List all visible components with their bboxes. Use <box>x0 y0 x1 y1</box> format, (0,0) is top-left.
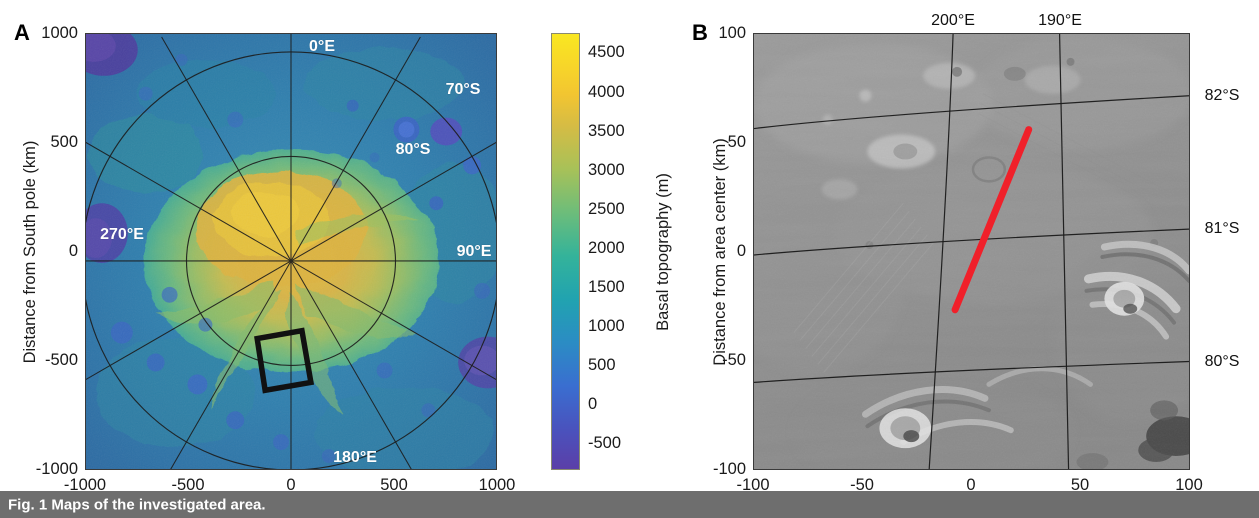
panel-b-latitude-graticule <box>754 95 1189 383</box>
colorbar-tick-2: 3500 <box>588 121 625 140</box>
panel-a-label-lat-80: 80°S <box>395 141 431 158</box>
panel-a-xtick-1: -500 <box>171 476 205 494</box>
panel-b-label-lat-81: 81°S <box>1204 220 1240 237</box>
colorbar-gradient <box>551 33 580 470</box>
panel-a-latitude-graticule <box>86 51 496 469</box>
panel-b-xtick-4: 100 <box>1175 476 1203 494</box>
panel-b-xtick-1: -50 <box>850 476 874 494</box>
panel-b-label-lon-190: 190°E <box>1038 12 1082 29</box>
panel-a-label-lon-270: 270°E <box>100 226 144 243</box>
panel-b-label-lat-82: 82°S <box>1204 87 1240 104</box>
panel-a-label-lon-0: 0°E <box>309 38 335 55</box>
panel-b-label-lat-80: 80°S <box>1204 353 1240 370</box>
panel-a-label-lon-180: 180°E <box>333 449 377 466</box>
panel-a-label-lon-90: 90°E <box>456 243 492 260</box>
panel-a-basal-topography-map <box>86 34 496 469</box>
colorbar-tick-5: 2000 <box>588 238 625 257</box>
panel-a-plot-area <box>85 33 497 470</box>
colorbar-tick-10: -500 <box>588 433 622 452</box>
figure-caption-text: Fig. 1 Maps of the investigated area. <box>8 496 266 513</box>
panel-b-xtick-3: 50 <box>1070 476 1090 494</box>
panel-b-plot-area <box>753 33 1190 470</box>
panel-a-ytick-2: 0 <box>68 241 78 260</box>
panel-b-ytick-4: -100 <box>712 459 746 478</box>
panel-a-ytick-3: -500 <box>44 350 78 369</box>
colorbar-tick-6: 1500 <box>588 277 625 296</box>
panel-a-xtick-4: 1000 <box>478 476 516 494</box>
colorbar-tick-7: 1000 <box>588 316 625 335</box>
panel-a-letter: A <box>14 20 30 45</box>
panel-b-xtick-0: -100 <box>736 476 770 494</box>
colorbar-tick-4: 2500 <box>588 199 625 218</box>
colorbar-tick-9: 0 <box>588 394 598 413</box>
colorbar-title: Basal topography (m) <box>654 173 672 331</box>
panel-b-ground-track <box>951 126 1033 314</box>
panel-a-y-axis-title: Distance from South pole (km) <box>21 140 39 364</box>
panel-b-label-lon-200: 200°E <box>931 12 975 29</box>
panel-a-label-lat-70: 70°S <box>445 81 481 98</box>
panel-a-longitude-graticule <box>86 34 496 469</box>
panel-a-ytick-4: -1000 <box>35 459 78 478</box>
panel-a-xtick-2: 0 <box>286 476 296 494</box>
colorbar-tick-3: 3000 <box>588 160 625 179</box>
panel-b-ytick-3: -50 <box>722 350 746 369</box>
panel-b-y-axis-title: Distance from area center (km) <box>711 138 729 366</box>
panel-b-radar-image-mosaic <box>754 34 1189 469</box>
panel-b-longitude-graticule <box>928 34 1070 469</box>
panel-a-xtick-3: 500 <box>380 476 408 494</box>
panel-b-letter: B <box>692 20 708 45</box>
panel-a-ytick-0: 1000 <box>41 23 78 42</box>
colorbar-tick-1: 4000 <box>588 82 625 101</box>
colorbar-tick-8: 500 <box>588 355 616 374</box>
panel-a-ytick-1: 500 <box>50 132 78 151</box>
panel-a-study-area-box <box>254 327 315 394</box>
panel-b-ytick-0: 100 <box>718 23 746 42</box>
panel-b-ytick-2: 0 <box>736 241 746 260</box>
panel-a-xtick-0: -1000 <box>63 476 107 494</box>
figure-caption-bar: Fig. 1 Maps of the investigated area. <box>0 491 1259 518</box>
panel-b-ytick-1: 50 <box>727 132 746 151</box>
panel-b-xtick-2: 0 <box>966 476 976 494</box>
colorbar-tick-0: 4500 <box>588 42 625 61</box>
